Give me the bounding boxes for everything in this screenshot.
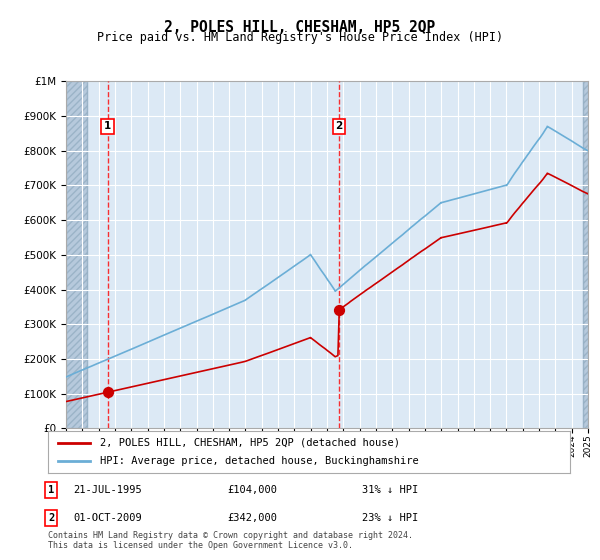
Text: 21-JUL-1995: 21-JUL-1995 xyxy=(74,485,142,495)
Text: 31% ↓ HPI: 31% ↓ HPI xyxy=(362,485,418,495)
Text: 1: 1 xyxy=(104,122,111,132)
Bar xyxy=(583,81,588,428)
Text: 2, POLES HILL, CHESHAM, HP5 2QP: 2, POLES HILL, CHESHAM, HP5 2QP xyxy=(164,20,436,35)
Bar xyxy=(66,81,87,428)
Point xyxy=(334,305,344,314)
Text: £342,000: £342,000 xyxy=(227,513,277,523)
Text: 2, POLES HILL, CHESHAM, HP5 2QP (detached house): 2, POLES HILL, CHESHAM, HP5 2QP (detache… xyxy=(100,438,400,448)
Text: Contains HM Land Registry data © Crown copyright and database right 2024.
This d: Contains HM Land Registry data © Crown c… xyxy=(48,530,413,550)
Text: 1: 1 xyxy=(48,485,54,495)
Text: Price paid vs. HM Land Registry's House Price Index (HPI): Price paid vs. HM Land Registry's House … xyxy=(97,31,503,44)
Text: £104,000: £104,000 xyxy=(227,485,277,495)
Bar xyxy=(583,81,588,428)
Text: 2: 2 xyxy=(48,513,54,523)
Bar xyxy=(66,81,87,428)
Text: HPI: Average price, detached house, Buckinghamshire: HPI: Average price, detached house, Buck… xyxy=(100,456,419,466)
Text: 23% ↓ HPI: 23% ↓ HPI xyxy=(362,513,418,523)
Text: 01-OCT-2009: 01-OCT-2009 xyxy=(74,513,142,523)
Text: 2: 2 xyxy=(335,122,343,132)
Point xyxy=(103,388,112,397)
